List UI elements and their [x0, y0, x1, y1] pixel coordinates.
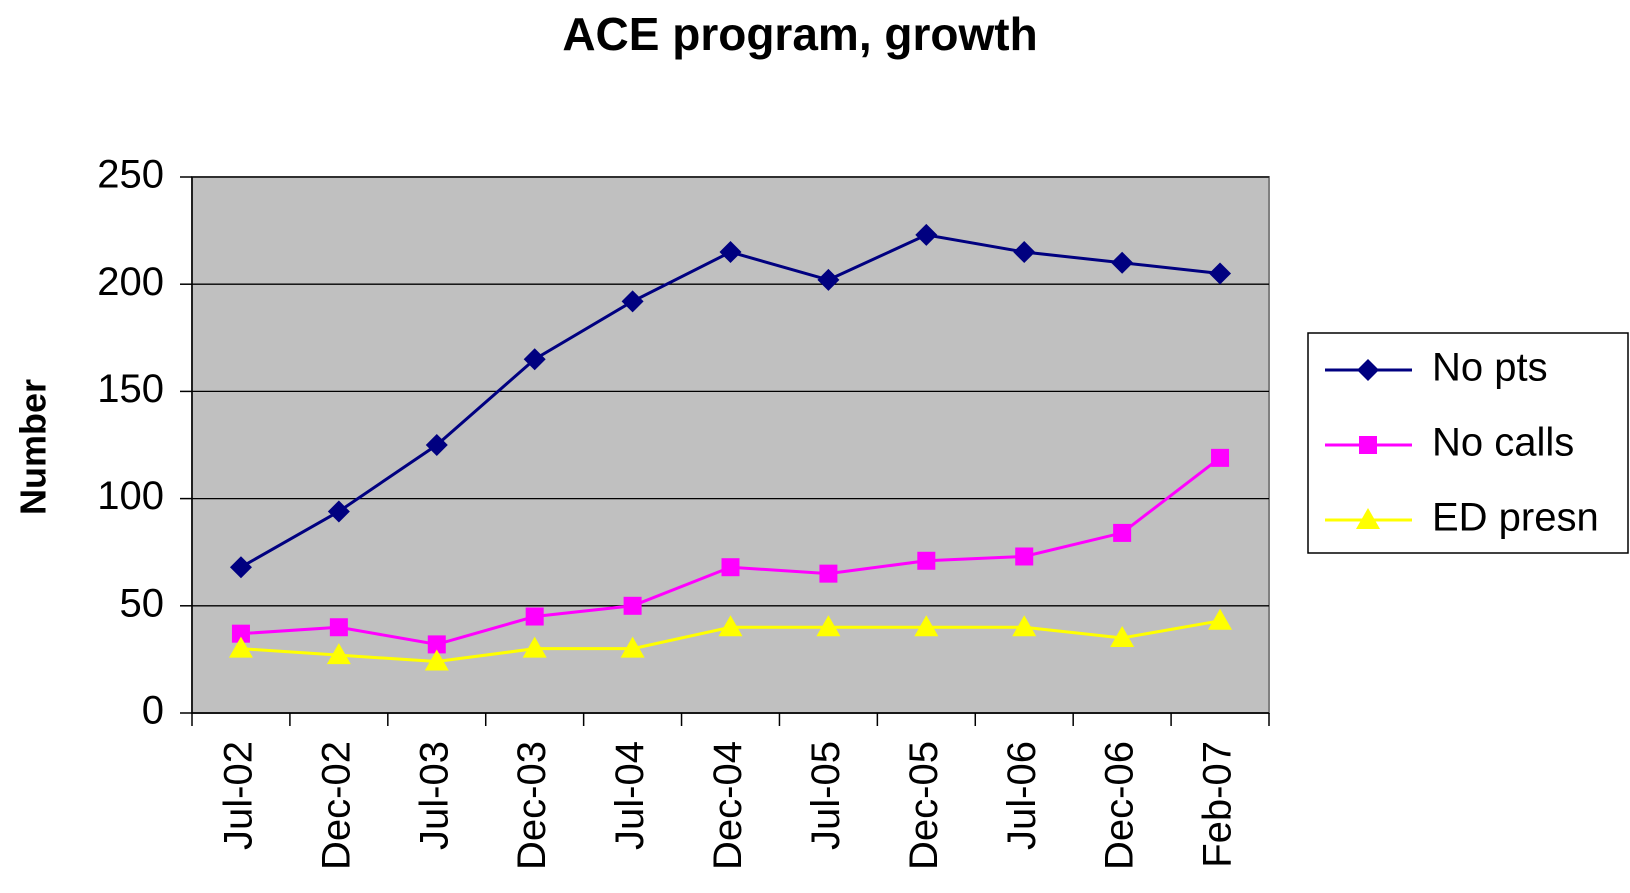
point [816, 615, 841, 637]
point [1208, 608, 1233, 630]
legend-label: ED presn [1432, 496, 1599, 540]
point [914, 615, 939, 637]
point [1209, 262, 1232, 285]
x-tick-label: Dec-04 [706, 741, 750, 870]
point [329, 618, 348, 637]
point [523, 348, 546, 371]
chart-title: ACE program, growth [562, 8, 1037, 60]
legend-label: No pts [1432, 346, 1548, 390]
point [1012, 615, 1037, 637]
point [1110, 625, 1135, 647]
y-tick-label: 200 [97, 260, 164, 304]
point [229, 556, 252, 579]
x-tick-label: Dec-03 [510, 741, 554, 870]
point [424, 649, 449, 671]
point [917, 551, 936, 570]
y-tick-label: 100 [97, 474, 164, 518]
point [525, 607, 544, 626]
point [915, 223, 938, 246]
point [326, 643, 351, 665]
x-tick-label: Jul-03 [412, 741, 456, 850]
point [427, 635, 446, 654]
point [719, 241, 742, 264]
x-tick-label: Jul-02 [217, 741, 261, 850]
point [1013, 241, 1036, 264]
legend-label: No calls [1432, 421, 1574, 465]
x-tick-label: Jul-04 [608, 741, 652, 850]
y-tick-label: 50 [120, 581, 165, 625]
legend-marker [1356, 508, 1380, 529]
x-tick-label: Dec-06 [1098, 741, 1142, 870]
y-tick-label: 0 [142, 689, 164, 733]
x-tick-label: Feb-07 [1196, 741, 1240, 868]
point [718, 615, 743, 637]
point [425, 434, 448, 456]
legend-marker [1357, 359, 1379, 381]
point [1111, 251, 1134, 274]
point [721, 558, 740, 577]
x-tick-label: Jul-05 [804, 741, 848, 850]
point [621, 290, 644, 313]
point [1015, 547, 1034, 566]
point [1113, 523, 1132, 542]
point [819, 564, 838, 583]
point [327, 500, 350, 523]
point [522, 636, 547, 658]
legend-marker [1359, 436, 1377, 454]
point [623, 596, 642, 615]
y-tick-label: 250 [97, 153, 164, 197]
y-tick-label: 150 [97, 367, 164, 411]
x-tick-label: Dec-05 [902, 741, 946, 870]
point [1211, 448, 1230, 467]
point [620, 636, 645, 658]
x-tick-label: Dec-02 [314, 741, 358, 870]
y-axis-label: Number [13, 379, 54, 515]
point [228, 636, 253, 658]
x-tick-label: Jul-06 [1000, 741, 1044, 850]
point [231, 624, 250, 643]
point [817, 268, 840, 291]
